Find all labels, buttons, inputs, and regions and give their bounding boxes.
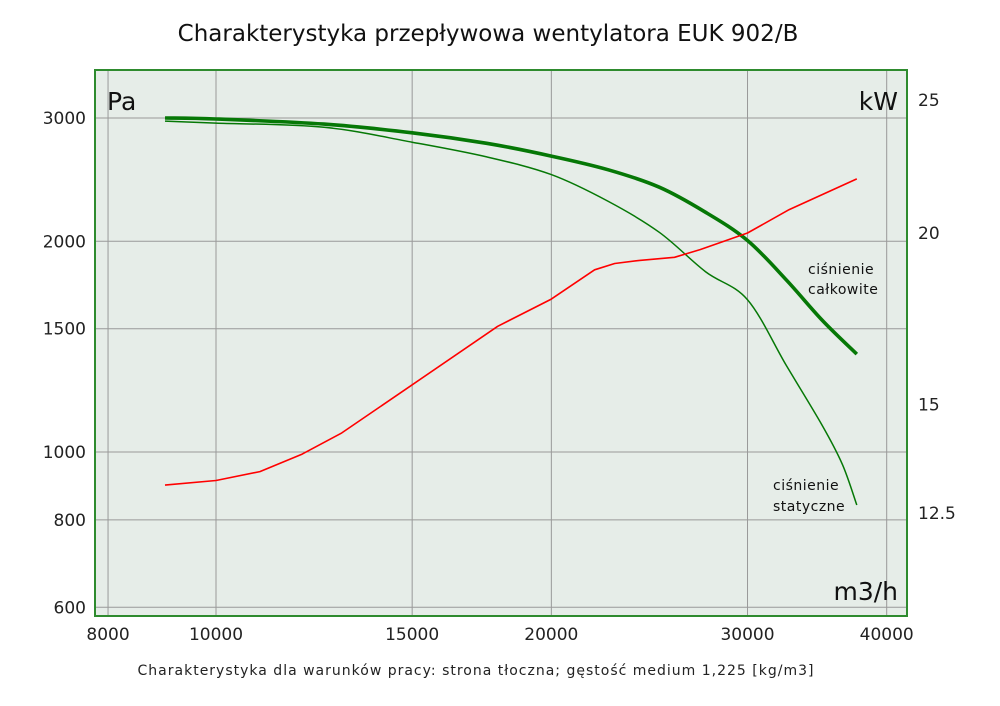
- tick-labels: 8000 10000 15000 20000 30000 40000 600 800 1000 1…: [43, 91, 956, 645]
- series-line-static-pressure: [164, 120, 858, 506]
- y-left-tick-label: 1000: [43, 443, 86, 463]
- y-right-tick-label: 15: [918, 395, 940, 415]
- label-total-pressure-2: całkowite: [808, 282, 878, 298]
- y-right-tick-label: 12.5: [918, 504, 956, 524]
- series-line-power: [164, 178, 858, 486]
- y-left-tick-label: 1500: [43, 320, 86, 340]
- footnote: Charakterystyka dla warunków pracy: stro…: [138, 663, 815, 679]
- x-tick-label: 8000: [86, 625, 129, 645]
- y-left-tick-label: 2000: [43, 232, 86, 252]
- y-left-tick-label: 3000: [43, 109, 86, 129]
- x-tick-label: 15000: [385, 625, 439, 645]
- x-unit: m3/h: [833, 577, 898, 606]
- x-tick-label: 20000: [524, 625, 578, 645]
- plot-area: [95, 70, 907, 616]
- chart-title: Charakterystyka przepływowa wentylatora …: [178, 21, 799, 47]
- x-tick-label: 10000: [189, 625, 243, 645]
- plot-frame: [94, 69, 908, 617]
- series-lines: [164, 116, 859, 506]
- y-right-tick-label: 20: [918, 224, 940, 244]
- label-total-pressure-1: ciśnienie: [808, 262, 874, 278]
- series-line-total-pressure: [164, 116, 859, 356]
- x-tick-label: 40000: [860, 625, 914, 645]
- x-tick-label: 30000: [720, 625, 774, 645]
- y-right-tick-label: 25: [918, 91, 940, 111]
- y-left-tick-label: 600: [54, 598, 86, 618]
- label-static-pressure-2: statyczne: [773, 499, 845, 515]
- y-left-tick-label: 800: [54, 511, 86, 531]
- y-left-unit: Pa: [107, 87, 136, 116]
- label-static-pressure-1: ciśnienie: [773, 478, 839, 494]
- y-right-unit: kW: [859, 87, 898, 116]
